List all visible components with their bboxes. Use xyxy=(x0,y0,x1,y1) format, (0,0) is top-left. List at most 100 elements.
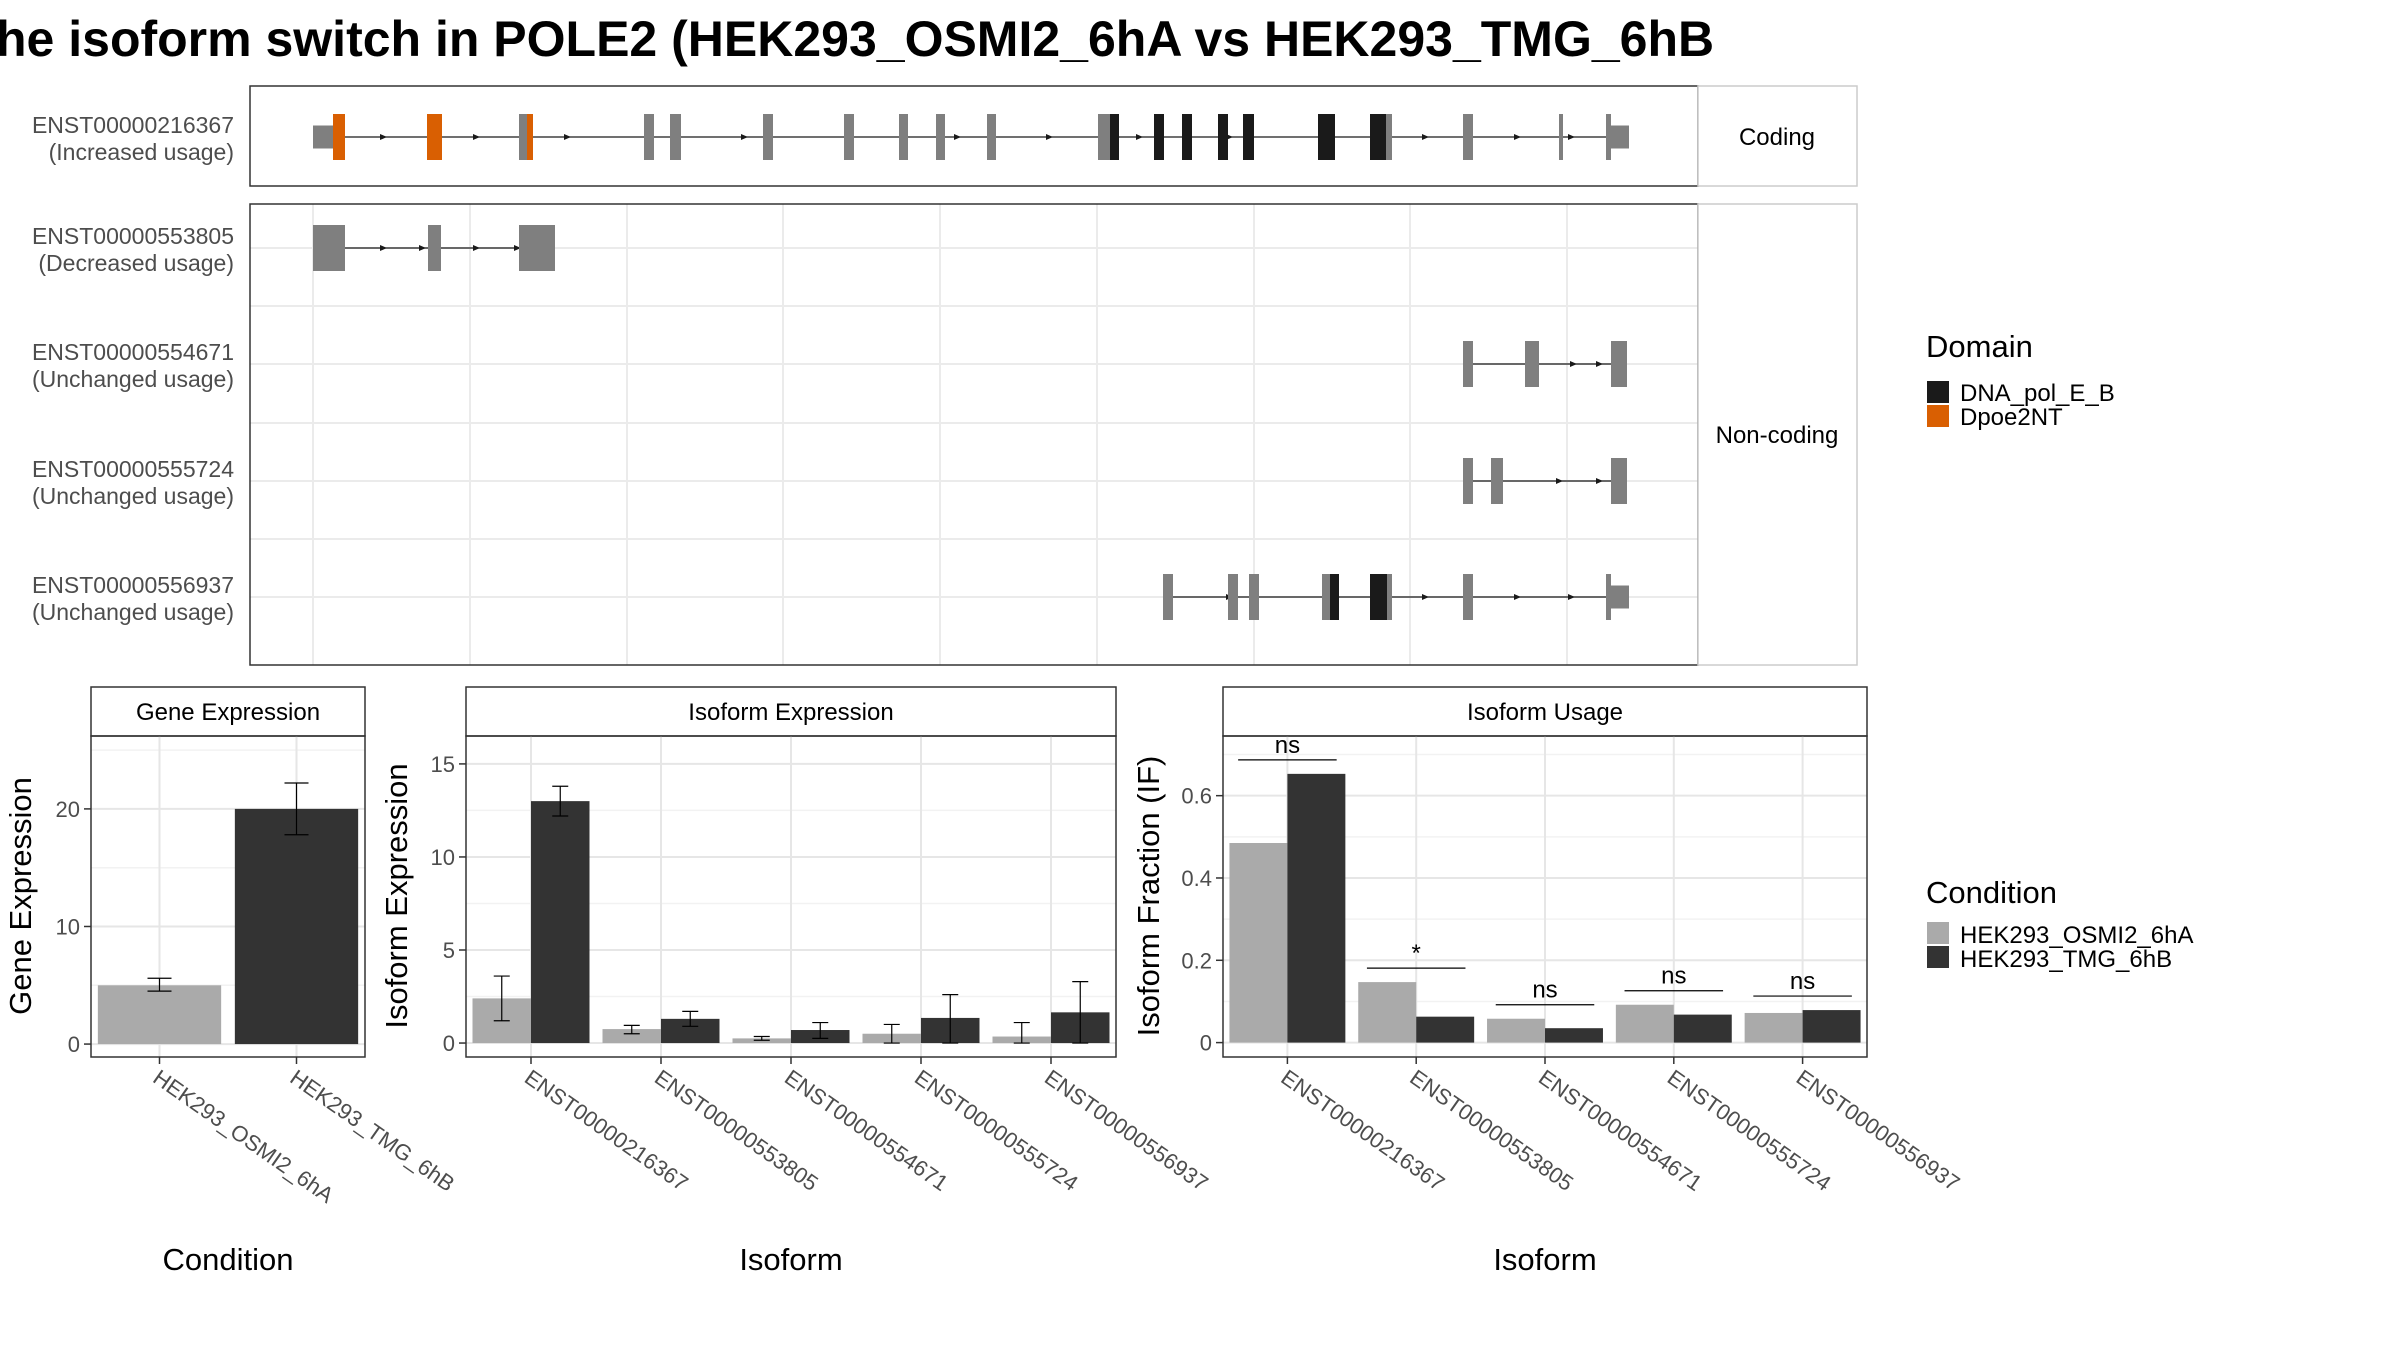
exon-r5-3 xyxy=(1322,574,1330,620)
ytick-label-2: 20 xyxy=(56,797,80,822)
exon-r1-9 xyxy=(936,114,945,160)
exon-r1-6 xyxy=(763,114,773,160)
isoform-usage-xlabel: Isoform xyxy=(1493,1242,1596,1277)
exon-r1-13 xyxy=(1154,114,1164,160)
exon-r5-5 xyxy=(1370,574,1387,620)
exon-r1-19 xyxy=(1386,114,1392,160)
legend-label-dna-pol-e-b: DNA_pol_E_B xyxy=(1960,380,2115,407)
exon-r1-17 xyxy=(1318,114,1335,160)
strip-noncoding-box xyxy=(1697,203,1858,666)
exon-r1-5 xyxy=(670,114,681,160)
intron-arrow-r1-6 xyxy=(954,134,961,140)
legend-key-tmg xyxy=(1927,946,1949,968)
strip-noncoding: Non-coding xyxy=(1716,422,1839,449)
bar-ENST00000553805-0 xyxy=(1358,982,1417,1043)
isoform-usage-ENST00000554671: (Unchanged usage) xyxy=(32,366,234,392)
exon-r3-1 xyxy=(1525,341,1539,387)
intron-arrow-r5-1 xyxy=(1422,594,1429,600)
ytick-label-3: 15 xyxy=(431,752,455,777)
isoform-expression-frame xyxy=(465,735,1117,1058)
exon-r1-0 xyxy=(333,114,345,160)
significance-label-ENST00000556937: ns xyxy=(1790,968,1815,995)
legend-key-dna-pol-e-b xyxy=(1927,381,1949,403)
ytick-label-1: 0.2 xyxy=(1181,948,1212,973)
intron-arrow-r4-0 xyxy=(1556,478,1563,484)
isoform-usage-panel: Isoform Usage 00.20.40.6ENST00000216367E… xyxy=(1131,686,1964,1277)
intron-arrow-r1-2 xyxy=(564,134,571,140)
isoform-usage-ENST00000556937: (Unchanged usage) xyxy=(32,599,234,625)
strip-coding-box xyxy=(1697,85,1858,187)
intron-arrow-r1-10 xyxy=(1422,134,1429,140)
exon-r1-16 xyxy=(1243,114,1254,160)
ytick-label-0: 0 xyxy=(443,1031,455,1056)
intron-arrow-r1-7 xyxy=(1046,134,1053,140)
significance-label-ENST00000555724: ns xyxy=(1661,963,1686,990)
domain-legend-title: Domain xyxy=(1926,329,2033,364)
ytick-label-1: 10 xyxy=(56,914,80,939)
strip-coding: Coding xyxy=(1739,124,1815,151)
condition-legend: Condition HEK293_OSMI2_6hA HEK293_TMG_6h… xyxy=(1926,875,2193,973)
isoform-expression-title: Isoform Expression xyxy=(688,699,893,726)
intron-arrow-r2-2 xyxy=(473,245,480,251)
exon-r1-18 xyxy=(1370,114,1386,160)
isoform-usage-ENST00000553805: (Decreased usage) xyxy=(38,250,234,276)
transcript-structure-panel: ENST00000216367(Increased usage) ENST0000… xyxy=(32,85,1699,666)
intron-arrow-r2-0 xyxy=(380,245,387,251)
exon-r1-3 xyxy=(527,114,533,160)
coding-panel-frame xyxy=(249,85,1699,187)
exon-r1-4 xyxy=(644,114,654,160)
isoform-expression-ylabel: Isoform Expression xyxy=(379,763,414,1028)
bar-ENST00000216367-0 xyxy=(1229,843,1288,1043)
exon-r5-7 xyxy=(1463,574,1473,620)
bar-ENST00000556937-0 xyxy=(1744,1012,1803,1043)
isoform-label-ENST00000556937: ENST00000556937 xyxy=(32,572,234,598)
exon-r5-2 xyxy=(1249,574,1259,620)
legend-key-osmi2 xyxy=(1927,922,1949,944)
intron-arrow-r1-11 xyxy=(1514,134,1521,140)
condition-legend-title: Condition xyxy=(1926,875,2057,910)
intron-arrow-r2-1 xyxy=(419,245,426,251)
exon-r1-20 xyxy=(1463,114,1473,160)
intron-arrow-r4-1 xyxy=(1596,478,1603,484)
isoform-usage-plot: 00.20.40.6ENST00000216367ENST00000553805… xyxy=(1181,732,1964,1196)
noncoding-panel-bg xyxy=(250,204,1698,665)
significance-label-ENST00000554671: ns xyxy=(1532,977,1557,1004)
isoform-label-ENST00000555724: ENST00000555724 xyxy=(32,456,234,482)
intron-arrow-r1-0 xyxy=(380,134,387,140)
intron-arrow-r1-12 xyxy=(1568,134,1575,140)
utr-r5-end xyxy=(1611,585,1629,609)
bar-ENST00000216367-1 xyxy=(1287,773,1346,1043)
bar-ENST00000555724-1 xyxy=(1673,1014,1732,1043)
intron-arrow-r1-8 xyxy=(1136,134,1143,140)
figure-title: he isoform switch in POLE2 (HEK293_OSMI2… xyxy=(0,11,1714,67)
exon-r2-0 xyxy=(313,225,345,271)
bar-HEK293_OSMI2_6hA xyxy=(97,985,222,1045)
intron-arrow-r3-1 xyxy=(1596,361,1603,367)
bar-ENST00000554671-1 xyxy=(1545,1028,1603,1043)
exon-r2-1 xyxy=(428,225,441,271)
isoform-usage-ylabel: Isoform Fraction (IF) xyxy=(1131,756,1166,1037)
isoform-label-ENST00000216367: ENST00000216367 xyxy=(32,112,234,138)
exon-r2-2 xyxy=(519,225,555,271)
legend-label-tmg: HEK293_TMG_6hB xyxy=(1960,946,2172,973)
exon-r1-last xyxy=(1606,114,1611,160)
exon-r5-1 xyxy=(1228,574,1238,620)
isoform-label-ENST00000554671: ENST00000554671 xyxy=(32,339,234,365)
utr-r1-start xyxy=(313,125,333,149)
intron-arrow-r1-1 xyxy=(473,134,480,140)
utr-r1-end xyxy=(1611,125,1629,149)
legend-key-dpoe2nt xyxy=(1927,405,1949,427)
ytick-label-0: 0 xyxy=(1200,1031,1212,1056)
exon-r1-21 xyxy=(1559,114,1563,160)
gene-expression-title: Gene Expression xyxy=(136,699,320,726)
exon-r1-14 xyxy=(1182,114,1192,160)
legend-label-dpoe2nt: Dpoe2NT xyxy=(1960,404,2063,431)
exon-r5-8 xyxy=(1606,574,1611,620)
domain-legend: Domain DNA_pol_E_B Dpoe2NT xyxy=(1926,329,2115,431)
exon-r1-1 xyxy=(427,114,442,160)
gene-expression-panel: Gene Expression 01020HEK293_OSMI2_6hAHEK… xyxy=(3,686,459,1277)
significance-label-ENST00000553805: * xyxy=(1412,940,1421,967)
gene-expression-strip xyxy=(90,686,366,737)
intron-arrow-r5-2 xyxy=(1514,594,1521,600)
exon-r3-0 xyxy=(1463,341,1473,387)
